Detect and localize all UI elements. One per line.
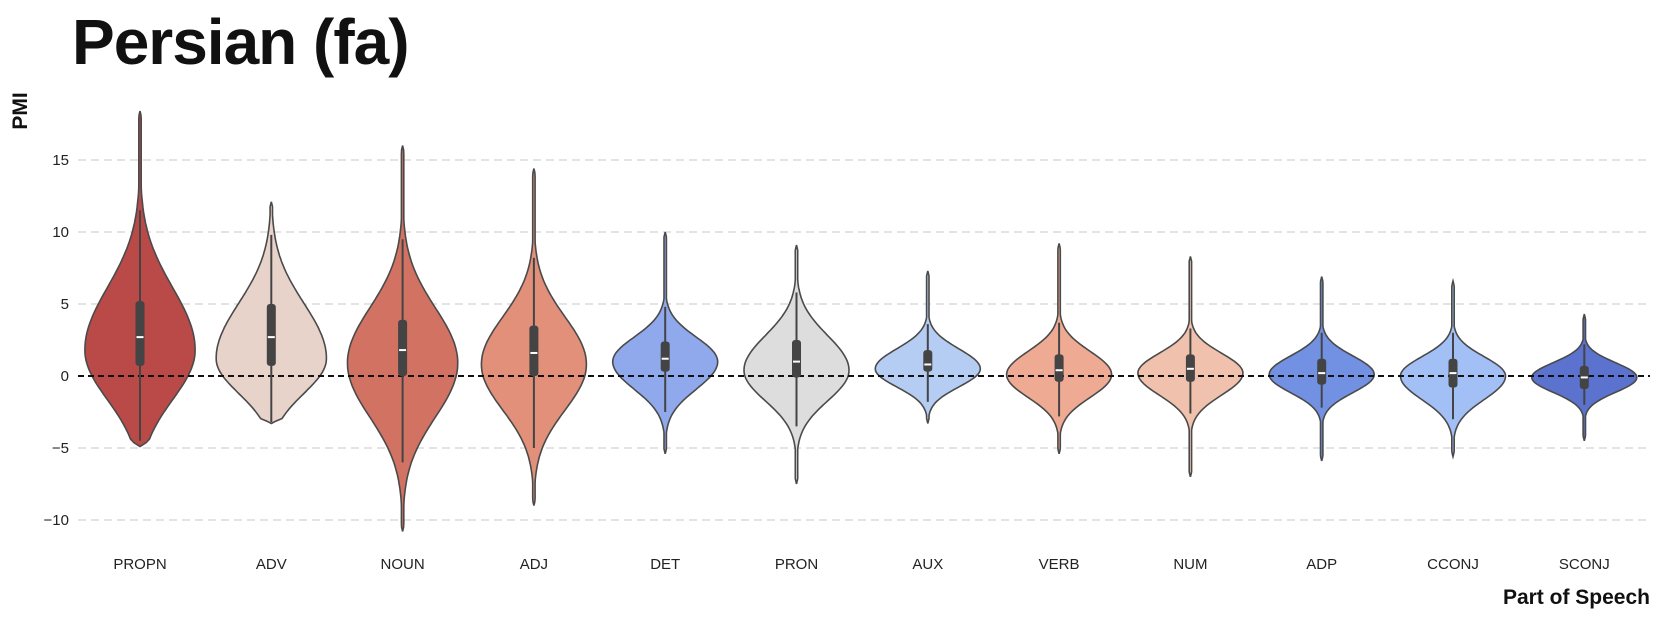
iqr-box-propn [135,301,145,366]
x-tick-label: CCONJ [1427,556,1479,573]
y-tick-label: 10 [52,224,69,241]
y-tick-label: 15 [52,152,69,169]
y-tick-label: 0 [61,368,69,385]
x-tick-label: NOUN [381,556,425,573]
iqr-box-aux [923,350,933,372]
iqr-box-noun [398,319,408,376]
boxplots [135,210,1589,463]
x-tick-labels: PROPN ADV NOUN ADJ DET PRON AUX VERB NUM ADP CCONJ… [113,556,1609,573]
iqr-box-adj [529,325,539,376]
x-tick-label: PRON [775,556,818,573]
x-tick-label: PROPN [113,556,166,573]
chart-title: Persian (fa) [72,6,410,78]
y-tick-label: −10 [44,512,69,529]
iqr-box-adp [1317,358,1327,385]
x-tick-label: AUX [912,556,943,573]
x-axis-title: Part of Speech [1503,586,1650,609]
y-tick-label: 5 [61,296,69,313]
iqr-box-det [660,341,670,372]
x-tick-label: NUM [1173,556,1207,573]
iqr-box-verb [1054,354,1064,382]
x-tick-label: DET [650,556,680,573]
y-axis-title: PMI [9,92,32,129]
x-tick-label: ADJ [520,556,548,573]
gridlines [78,159,1650,521]
x-tick-label: VERB [1039,556,1080,573]
x-tick-label: ADP [1306,556,1337,573]
iqr-box-adv [266,304,276,366]
x-tick-label: ADV [256,556,287,573]
iqr-box-pron [792,340,801,378]
y-tick-labels: 15 10 5 0 −5 −10 [44,152,69,529]
y-tick-label: −5 [52,440,69,457]
violins [84,110,1638,532]
x-tick-label: SCONJ [1559,556,1610,573]
